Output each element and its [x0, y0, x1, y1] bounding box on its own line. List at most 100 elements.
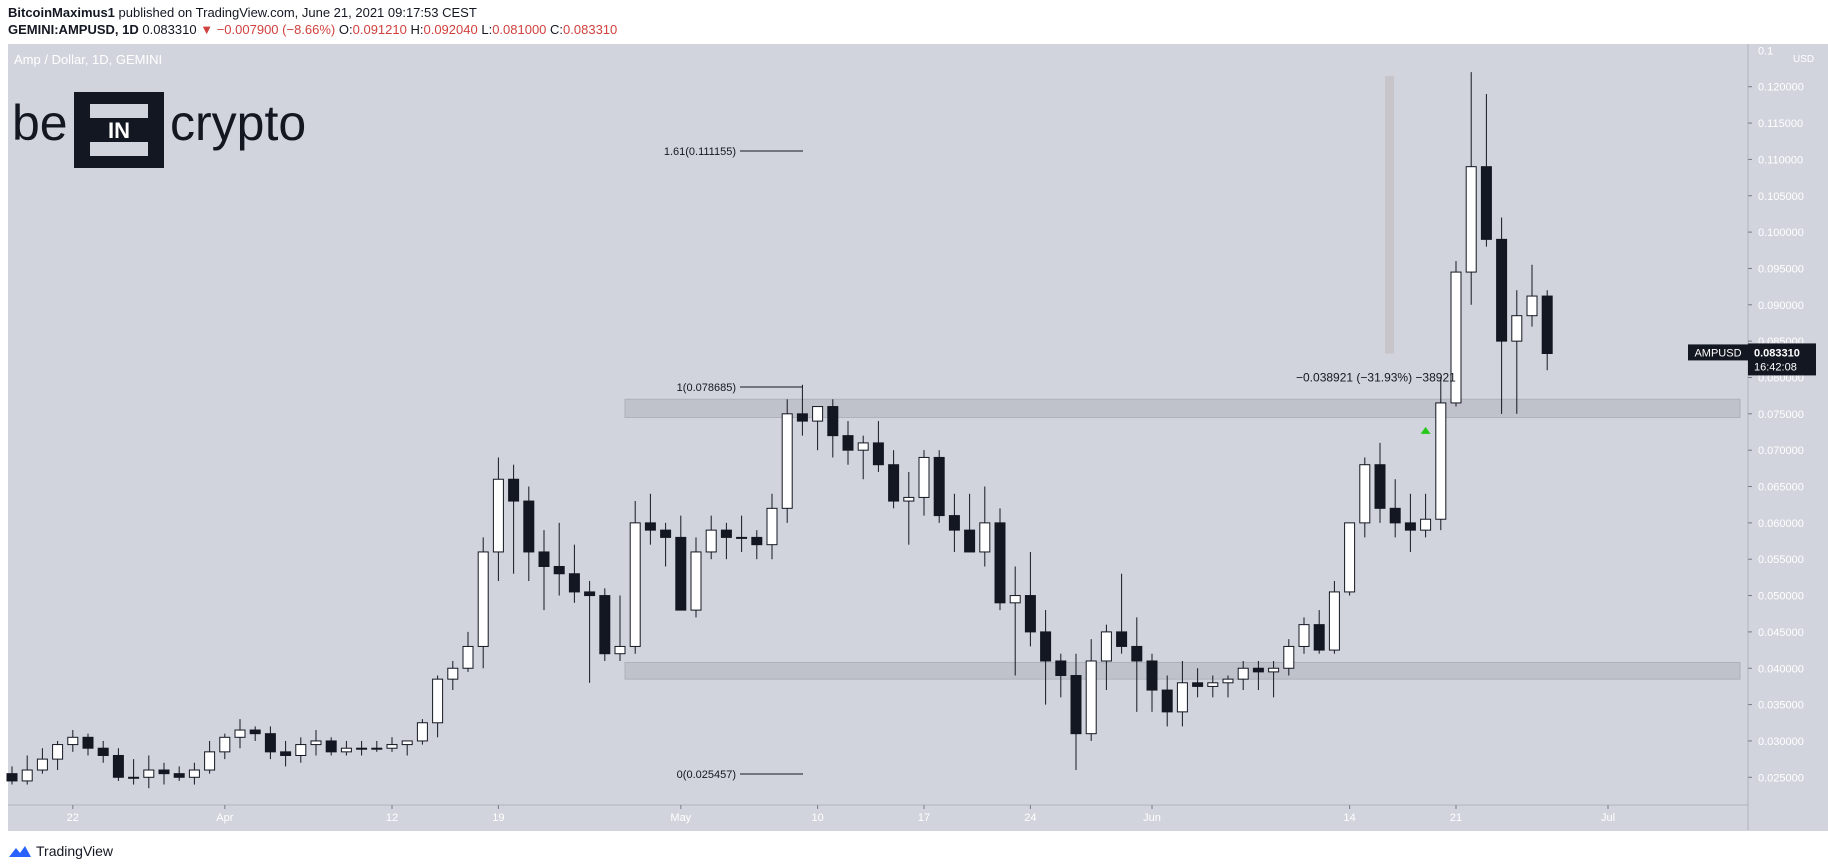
candle-up — [52, 744, 64, 760]
candle-up — [219, 736, 231, 753]
candle-up — [1009, 595, 1021, 604]
symbol-name: GEMINI:AMPUSD, 1D — [8, 22, 139, 37]
candle-down — [280, 751, 292, 756]
price-axis[interactable] — [1748, 44, 1828, 831]
last-price: 0.083310 — [142, 22, 197, 37]
candle-up — [979, 522, 991, 553]
y-tick-label: 0.030000 — [1758, 736, 1804, 748]
x-tick-label: 12 — [386, 812, 398, 824]
candle-up — [1450, 271, 1462, 404]
footer: TradingView — [8, 843, 113, 859]
x-tick-label: Apr — [216, 812, 233, 824]
logo-text-right: crypto — [170, 95, 306, 151]
y-tick-label: 0.040000 — [1758, 663, 1804, 675]
candle-up — [143, 769, 155, 778]
candle-down — [1131, 645, 1143, 662]
footer-brand[interactable]: TradingView — [36, 843, 114, 859]
candle-down — [82, 736, 94, 749]
candle-up — [1268, 667, 1280, 673]
y-tick-label: 0.025000 — [1758, 772, 1804, 784]
candle-down — [1070, 675, 1082, 735]
fib-label-0: 1.61(0.111155) — [664, 146, 736, 158]
support-zone-0 — [624, 398, 1741, 418]
candle-up — [1100, 631, 1112, 662]
current-price-value: 0.083310 — [1754, 347, 1800, 359]
measure-label: −0.038921 (−31.93%) −38921 — [1296, 370, 1456, 384]
candle-up — [340, 747, 352, 753]
candle-down — [1313, 624, 1325, 651]
candle-up — [690, 551, 702, 611]
candle-up — [401, 740, 413, 746]
candle-down — [538, 551, 550, 567]
candle-up — [903, 496, 915, 502]
candle-down — [1161, 689, 1173, 713]
candle-down — [933, 456, 945, 517]
candle-up — [1465, 166, 1477, 273]
x-tick-label: 21 — [1450, 812, 1462, 824]
candle-down — [660, 529, 672, 538]
candle-down — [173, 773, 185, 778]
candle-up — [447, 667, 459, 680]
y-tick-label: 0.050000 — [1758, 591, 1804, 603]
close-value: 0.083310 — [563, 22, 618, 37]
y-tick-label: 0.055000 — [1758, 554, 1804, 566]
x-tick-label: 10 — [811, 812, 823, 824]
candle-down — [994, 522, 1006, 604]
candle-down — [1480, 166, 1492, 240]
candle-down — [1389, 507, 1401, 524]
candle-up — [36, 758, 48, 771]
y-tick-label: 0.095000 — [1758, 263, 1804, 275]
current-price-label — [1748, 343, 1816, 376]
candle-up — [1359, 464, 1371, 524]
y-tick-label: 0.080000 — [1758, 372, 1804, 384]
candle-up — [1298, 624, 1310, 647]
candle-up — [705, 529, 717, 553]
y-tick-label: 0.060000 — [1758, 518, 1804, 530]
candle-up — [614, 645, 626, 655]
candle-down — [97, 747, 109, 756]
candle-up — [128, 776, 140, 779]
candle-down — [675, 536, 687, 611]
author-name[interactable]: BitcoinMaximus1 — [8, 5, 115, 20]
candle-up — [1222, 678, 1234, 684]
low-label: L: — [481, 22, 493, 37]
candle-down — [249, 729, 261, 735]
logo-text-left: be — [12, 95, 68, 151]
candle-up — [371, 747, 383, 750]
measure-box — [1385, 75, 1394, 354]
candle-down — [796, 413, 808, 422]
symbol-price-tag — [1688, 344, 1748, 361]
candle-up — [1511, 315, 1523, 342]
candle-down — [1496, 238, 1508, 342]
y-tick-label: 0.120000 — [1758, 82, 1804, 94]
y-tick-label: 0.110000 — [1758, 154, 1803, 166]
y-tick-label: 0.115000 — [1758, 118, 1803, 130]
candle-up — [416, 722, 428, 742]
candle-down — [584, 591, 596, 597]
candle-up — [1237, 667, 1249, 680]
candle-down — [1116, 631, 1128, 647]
candle-up — [386, 744, 398, 749]
candle-up — [477, 551, 489, 647]
high-label: H: — [410, 22, 424, 37]
x-tick-label: 19 — [492, 812, 504, 824]
candle-up — [462, 645, 474, 669]
candle-down — [1404, 522, 1416, 531]
candle-up — [629, 522, 641, 647]
y-tick-label: 0.035000 — [1758, 700, 1804, 712]
x-tick-label: Jul — [1601, 812, 1615, 824]
open-value: 0.091210 — [352, 22, 407, 37]
x-tick-label: Jun — [1143, 812, 1161, 824]
candle-down — [6, 773, 18, 782]
candle-down — [1146, 660, 1158, 691]
tradingview-logo-icon — [9, 846, 31, 857]
y-tick-label-partial: 0.1 — [1758, 45, 1773, 57]
candle-up — [188, 769, 200, 778]
candle-up — [492, 478, 504, 553]
candle-up — [1420, 518, 1432, 531]
candle-down — [1192, 682, 1204, 687]
logo-text-mid: IN — [108, 118, 130, 143]
candle-up — [918, 456, 930, 498]
high-value: 0.092040 — [423, 22, 478, 37]
